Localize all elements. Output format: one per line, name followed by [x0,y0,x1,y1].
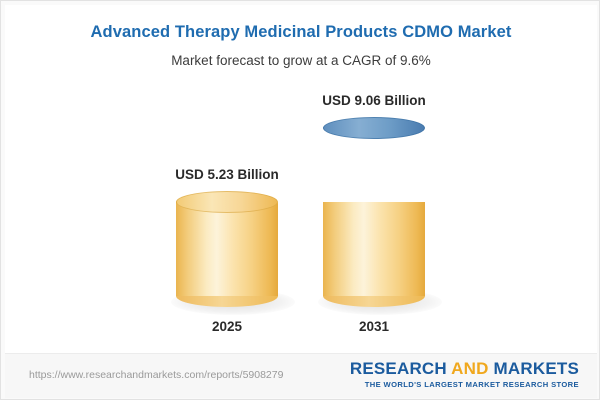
logo-tagline: THE WORLD'S LARGEST MARKET RESEARCH STOR… [364,379,579,389]
cylinder-2025-body [176,202,278,296]
logo-research-text: RESEARCH [349,359,452,378]
chart-subtitle: Market forecast to grow at a CAGR of 9.6… [171,53,431,68]
cylinder-2025-top-cap [176,191,278,213]
cylinder-2031-top-cap [323,117,425,139]
cylinder-2031-growth-segment [323,128,425,208]
value-label-2025: USD 5.23 Billion [175,167,279,182]
logo-markets-text: MARKETS [488,359,579,378]
category-label-2031: 2031 [358,319,390,334]
footer-bar: https://www.researchandmarkets.com/repor… [5,353,597,398]
cylinder-2031-segment-divider [323,197,425,217]
cylinder-2025 [176,191,278,309]
page-title: Advanced Therapy Medicinal Products CDMO… [90,23,512,41]
report-url[interactable]: https://www.researchandmarkets.com/repor… [29,369,284,381]
logo-and-text: AND [451,359,489,378]
cylinder-2031 [323,117,425,309]
plot-area: USD 5.23 Billion 2025 USD 9.06 Billion [1,1,600,353]
chart-canvas [5,5,597,353]
value-label-2031: USD 9.06 Billion [322,93,426,108]
category-label-2025: 2025 [211,319,243,334]
brand-logo[interactable]: RESEARCH AND MARKETS THE WORLD'S LARGEST… [350,360,579,389]
logo-wordmark: RESEARCH AND MARKETS [350,360,579,378]
cylinder-2031-base-segment [323,202,425,296]
